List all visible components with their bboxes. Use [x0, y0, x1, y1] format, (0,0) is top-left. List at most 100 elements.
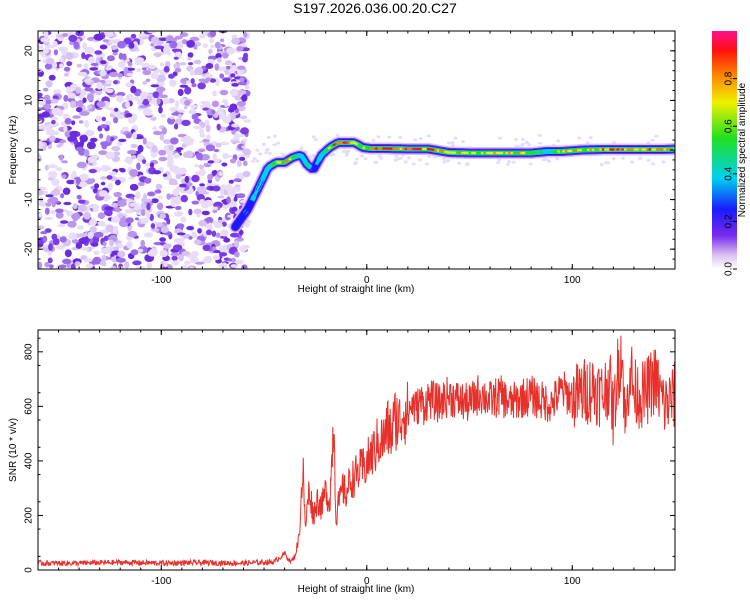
noise-blob — [218, 66, 227, 72]
noise-blob — [93, 33, 104, 41]
noise-blob — [65, 52, 74, 60]
noise-blob — [424, 162, 429, 166]
noise-blob — [114, 107, 119, 112]
noise-blob — [237, 105, 246, 112]
noise-blob — [193, 125, 203, 129]
noise-blob — [176, 223, 185, 229]
noise-blob — [541, 158, 546, 162]
noise-blob — [128, 42, 135, 49]
noise-blob — [222, 116, 232, 124]
noise-blob — [111, 145, 121, 152]
noise-blob — [59, 139, 66, 144]
noise-blob — [118, 213, 124, 219]
noise-blob — [189, 104, 198, 109]
noise-blob — [106, 55, 115, 62]
y-tick-label: 600 — [24, 398, 35, 415]
noise-blob — [133, 96, 140, 101]
noise-blob — [50, 210, 56, 215]
noise-blob — [75, 86, 82, 94]
noise-blob — [136, 135, 144, 140]
y-tick-label: 200 — [24, 507, 35, 524]
noise-blob — [163, 261, 168, 268]
noise-blob — [88, 169, 97, 174]
noise-blob — [141, 92, 150, 97]
noise-blob — [314, 138, 318, 142]
noise-blob — [241, 145, 246, 149]
noise-blob — [126, 72, 134, 77]
noise-blob — [173, 152, 180, 159]
noise-blob — [140, 239, 145, 248]
noise-blob — [212, 255, 221, 261]
noise-blob — [117, 40, 127, 49]
noise-blob — [49, 135, 56, 143]
noise-blob — [84, 129, 95, 137]
noise-blob — [76, 63, 83, 68]
noise-blob — [103, 197, 109, 202]
noise-blob — [281, 152, 286, 156]
noise-blob — [577, 136, 582, 140]
noise-blob — [207, 222, 213, 229]
noise-blob — [207, 173, 213, 181]
noise-blob — [66, 61, 73, 67]
noise-blob — [57, 224, 66, 228]
noise-blob — [204, 218, 212, 222]
noise-blob — [156, 97, 161, 105]
noise-blob — [154, 189, 162, 194]
noise-blob — [72, 203, 78, 210]
noise-blob — [199, 198, 205, 205]
noise-blob — [189, 36, 200, 42]
noise-blob — [335, 133, 340, 137]
noise-blob — [171, 260, 180, 266]
noise-blob — [191, 83, 197, 88]
noise-blob — [215, 232, 221, 238]
noise-blob — [308, 155, 313, 159]
noise-blob — [44, 63, 53, 70]
noise-blob — [105, 151, 116, 160]
noise-blob — [86, 93, 94, 102]
noise-blob — [147, 142, 155, 148]
noise-blob — [237, 81, 247, 86]
noise-blob — [173, 56, 179, 60]
noise-blob — [187, 57, 192, 61]
noise-blob — [80, 255, 87, 260]
noise-blob — [160, 114, 166, 118]
noise-blob — [162, 97, 170, 105]
noise-blob — [229, 88, 239, 97]
noise-blob — [76, 194, 82, 200]
noise-blob — [213, 148, 220, 153]
noise-blob — [202, 244, 211, 251]
noise-blob — [143, 232, 154, 238]
noise-blob — [89, 218, 97, 226]
noise-blob — [311, 135, 316, 139]
noise-blob — [38, 45, 43, 50]
noise-blob — [239, 156, 246, 161]
noise-blob — [219, 89, 229, 96]
noise-blob — [95, 115, 102, 122]
noise-blob — [99, 44, 108, 50]
noise-blob — [58, 46, 69, 53]
noise-blob — [79, 111, 90, 116]
noise-blob — [175, 100, 180, 108]
noise-blob — [99, 133, 104, 139]
noise-blob — [173, 244, 183, 251]
noise-blob — [127, 149, 137, 155]
noise-blob — [83, 247, 90, 252]
noise-blob — [82, 42, 87, 51]
noise-blob — [130, 143, 138, 149]
noise-blob — [151, 71, 159, 80]
noise-blob — [266, 135, 271, 139]
snr-panel: -100 0 100 0 200 400 600 800 Height of straight… — [8, 329, 676, 595]
noise-blob — [235, 186, 241, 193]
noise-blob — [236, 160, 242, 167]
noise-blob — [92, 204, 100, 212]
noise-blob — [186, 40, 195, 48]
noise-blob — [101, 116, 107, 122]
noise-blob — [621, 156, 625, 160]
noise-blob — [243, 119, 251, 123]
colorbar-ticks: 0.0 0.2 0.4 0.6 0.8 — [724, 71, 737, 276]
noise-blob — [137, 248, 144, 253]
noise-blob — [62, 32, 68, 37]
noise-blob — [69, 130, 79, 138]
